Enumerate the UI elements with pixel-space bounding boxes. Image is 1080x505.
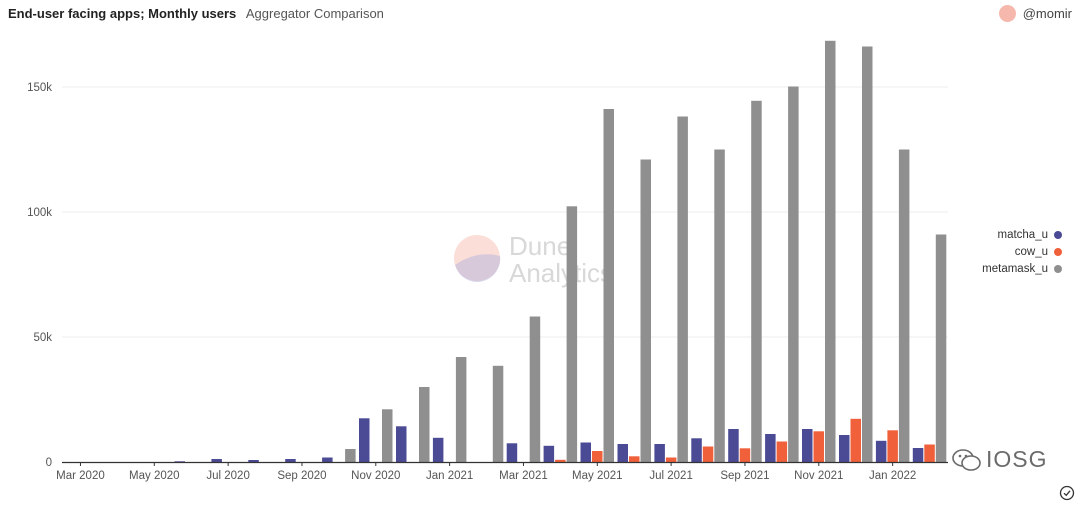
bar-matcha_u-23[interactable] xyxy=(912,448,924,462)
bar-matcha_u-13[interactable] xyxy=(543,445,555,463)
bar-matcha_u-14[interactable] xyxy=(580,442,592,463)
bar-matcha_u-22[interactable] xyxy=(875,440,887,463)
bar-cow_u-21[interactable] xyxy=(850,418,862,463)
bar-matcha_u-8[interactable] xyxy=(359,418,370,463)
avatar xyxy=(998,5,1016,22)
dune-logo-shade xyxy=(455,254,501,282)
legend-label: metamask_u xyxy=(982,262,1048,275)
x-tick-label: Nov 2021 xyxy=(794,470,843,482)
bar-matcha_u-15[interactable] xyxy=(617,444,629,462)
y-tick-label: 150k xyxy=(27,82,52,94)
bar-metamask_u-10[interactable] xyxy=(455,357,467,462)
bar-metamask_u-16[interactable] xyxy=(677,116,688,463)
bar-matcha_u-16[interactable] xyxy=(654,444,665,462)
bar-metamask_u-18[interactable] xyxy=(751,100,762,463)
y-tick-label: 50k xyxy=(33,332,52,344)
x-tick-label: Mar 2021 xyxy=(499,470,548,482)
bar-matcha_u-6[interactable] xyxy=(285,459,296,462)
bar-metamask_u-14[interactable] xyxy=(603,109,615,462)
wechat-icon xyxy=(952,448,981,471)
x-tick-label: Jul 2020 xyxy=(206,470,249,482)
bar-matcha_u-19[interactable] xyxy=(765,434,776,462)
x-tick-label: May 2020 xyxy=(129,470,180,482)
bar-metamask_u-13[interactable] xyxy=(566,206,578,463)
x-tick-label: Jan 2021 xyxy=(426,470,473,482)
bar-cow_u-18[interactable] xyxy=(739,448,751,463)
bar-metamask_u-17[interactable] xyxy=(714,149,725,463)
bar-matcha_u-10[interactable] xyxy=(432,437,444,463)
bar-metamask_u-9[interactable] xyxy=(419,387,430,462)
bar-matcha_u-7[interactable] xyxy=(322,457,333,463)
chart-legend: matcha_u cow_u metamask_u xyxy=(982,226,1062,277)
y-tick-label: 0 xyxy=(46,457,52,469)
bar-matcha_u-18[interactable] xyxy=(728,429,739,462)
x-tick-label: Jul 2021 xyxy=(649,470,692,482)
bar-matcha_u-3[interactable] xyxy=(174,461,186,463)
bar-matcha_u-4[interactable] xyxy=(211,459,222,462)
bar-metamask_u-15[interactable] xyxy=(640,159,652,463)
x-tick-label: Sep 2020 xyxy=(277,470,326,482)
bar-matcha_u-17[interactable] xyxy=(691,438,702,463)
bar-metamask_u-23[interactable] xyxy=(935,234,947,463)
chart-header: End-user facing apps; Monthly users Aggr… xyxy=(8,6,384,21)
watermark-line2: Analytics xyxy=(509,258,613,288)
legend-dot xyxy=(1054,264,1062,273)
x-tick-label: Jan 2022 xyxy=(869,470,916,482)
legend-item-cow[interactable]: cow_u xyxy=(982,243,1062,260)
bar-cow_u-19[interactable] xyxy=(776,441,788,463)
legend-label: cow_u xyxy=(1014,245,1048,258)
bar-metamask_u-7[interactable] xyxy=(345,449,356,462)
bar-metamask_u-22[interactable] xyxy=(898,149,910,463)
bar-cow_u-17[interactable] xyxy=(702,446,714,463)
bar-matcha_u-20[interactable] xyxy=(802,429,813,462)
bar-metamask_u-21[interactable] xyxy=(862,46,873,463)
x-tick-label: May 2021 xyxy=(572,470,623,482)
bar-cow_u-16[interactable] xyxy=(665,457,677,463)
watermark-line1: Dune xyxy=(509,231,571,261)
bar-cow_u-13[interactable] xyxy=(555,459,566,463)
y-tick-label: 100k xyxy=(27,207,52,219)
bar-cow_u-20[interactable] xyxy=(813,431,825,463)
bar-matcha_u-9[interactable] xyxy=(396,426,407,463)
author-handle: @momir xyxy=(1022,6,1072,21)
author-badge[interactable]: @momir xyxy=(998,5,1072,22)
x-tick-label: Nov 2020 xyxy=(351,470,400,482)
legend-dot xyxy=(1054,247,1062,256)
bar-metamask_u-11[interactable] xyxy=(492,365,504,463)
bar-matcha_u-12[interactable] xyxy=(506,443,518,463)
x-tick-label: Mar 2020 xyxy=(56,470,105,482)
iosg-label: IOSG xyxy=(986,446,1048,472)
chart-title: End-user facing apps; Monthly users xyxy=(8,6,237,21)
bar-matcha_u-21[interactable] xyxy=(839,435,850,462)
bar-cow_u-23[interactable] xyxy=(924,444,935,463)
bar-cow_u-22[interactable] xyxy=(887,430,898,463)
legend-item-matcha[interactable]: matcha_u xyxy=(982,226,1062,243)
check-circle-icon[interactable] xyxy=(1059,485,1075,501)
bar-matcha_u-5[interactable] xyxy=(248,460,259,462)
bar-cow_u-15[interactable] xyxy=(629,456,640,463)
bar-metamask_u-20[interactable] xyxy=(825,40,836,463)
iosg-watermark: IOSG xyxy=(952,446,1048,473)
bar-metamask_u-19[interactable] xyxy=(788,86,799,463)
dune-watermark: Dune Analytics xyxy=(454,231,613,288)
bar-metamask_u-8[interactable] xyxy=(382,409,393,463)
chart-subtitle: Aggregator Comparison xyxy=(245,6,384,21)
legend-item-metamask[interactable]: metamask_u xyxy=(982,260,1062,277)
legend-dot xyxy=(1054,230,1062,239)
bar-cow_u-14[interactable] xyxy=(592,451,603,462)
legend-label: matcha_u xyxy=(997,228,1048,241)
x-tick-label: Sep 2021 xyxy=(720,470,769,482)
bar-metamask_u-12[interactable] xyxy=(529,316,541,463)
